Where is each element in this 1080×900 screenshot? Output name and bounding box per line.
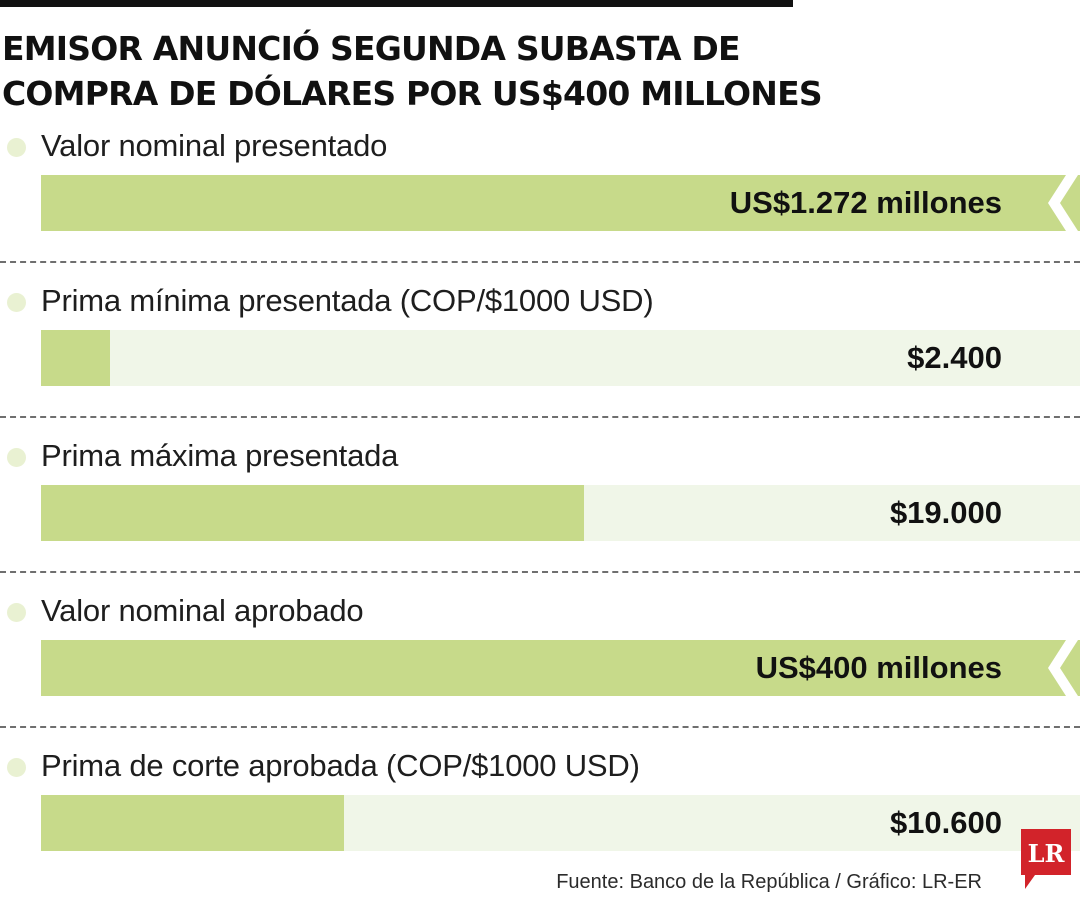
source-note: Fuente: Banco de la República / Gráfico:… <box>556 871 982 893</box>
lr-logo-text: LR <box>1028 839 1066 868</box>
row-divider <box>0 261 1080 263</box>
row-label: Valor nominal presentado <box>41 128 388 163</box>
bullet-dot <box>7 293 26 312</box>
bullet-dot <box>7 603 26 622</box>
bar-track <box>41 175 1080 231</box>
bar <box>41 330 110 386</box>
chart-row: Prima de corte aprobada (COP/$1000 USD) $… <box>0 746 1080 866</box>
bar-value-label: $19.000 <box>889 495 1002 530</box>
bar <box>41 795 344 851</box>
row-label: Prima mínima presentada (COP/$1000 USD) <box>41 283 654 318</box>
top-rule <box>0 0 793 7</box>
bar-value-label: US$400 millones <box>755 650 1002 685</box>
lr-logo: LR <box>1021 829 1071 889</box>
bar-track <box>41 485 1080 541</box>
row-divider <box>0 726 1080 728</box>
bar-value-label: $10.600 <box>889 805 1002 840</box>
chart-row: Valor nominal presentado US$1.272 millone… <box>0 126 1080 246</box>
bar <box>41 485 584 541</box>
bar-track <box>41 795 1080 851</box>
chart-row: Prima mínima presentada (COP/$1000 USD) $… <box>0 281 1080 401</box>
bar-value-label: $2.400 <box>907 340 1002 375</box>
bar-value-label: US$1.272 millones <box>729 185 1002 220</box>
row-divider <box>0 571 1080 573</box>
row-label: Valor nominal aprobado <box>41 593 364 628</box>
bullet-dot <box>7 758 26 777</box>
chart-row: Valor nominal aprobado US$400 millones <box>0 591 1080 711</box>
row-label: Prima de corte aprobada (COP/$1000 USD) <box>41 748 640 783</box>
chart-row: Prima máxima presentada $19.000 <box>0 436 1080 556</box>
bar-track <box>41 330 1080 386</box>
axis-break-mark <box>1026 175 1080 231</box>
bar-track <box>41 640 1080 696</box>
bar <box>41 175 1026 231</box>
axis-break-mark <box>1026 640 1080 696</box>
row-divider <box>0 416 1080 418</box>
chart-title: EMISOR ANUNCIÓ SEGUNDA SUBASTA DE COMPRA… <box>2 29 823 113</box>
row-label: Prima máxima presentada <box>41 438 399 473</box>
bar <box>41 640 1026 696</box>
bullet-dot <box>7 448 26 467</box>
bullet-dot <box>7 138 26 157</box>
